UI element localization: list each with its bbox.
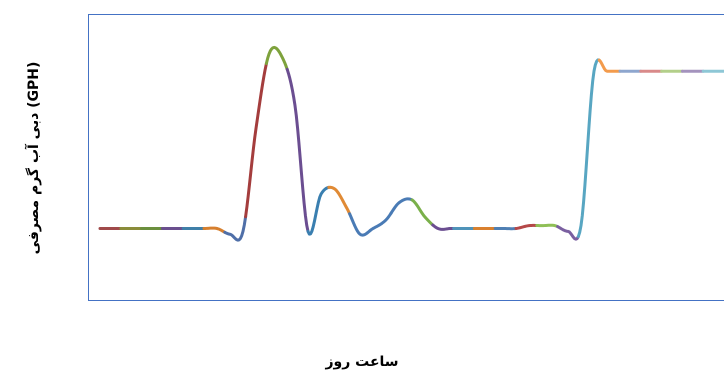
series-segment [327, 185, 352, 216]
plot-area-frame [88, 14, 724, 301]
series-segment [389, 197, 414, 215]
series-segment [556, 225, 580, 241]
y-axis-title: دبی آب گرم مصرفی (GPH) [24, 62, 42, 255]
series-line [98, 45, 724, 242]
series-segment [348, 212, 372, 237]
x-axis-title: ساعت روز [324, 354, 398, 370]
series-segment [597, 58, 622, 73]
series-segment [576, 58, 601, 238]
series-segment [264, 45, 289, 71]
series-segment [306, 185, 331, 236]
series-segment [223, 215, 248, 242]
series-segment [244, 62, 268, 219]
series-segment [285, 67, 310, 233]
series-segment [514, 223, 539, 230]
series-segment [368, 211, 393, 232]
series-segment [535, 223, 560, 229]
series-segment [410, 198, 435, 227]
series-segment [431, 223, 456, 231]
series-segment [202, 226, 227, 234]
